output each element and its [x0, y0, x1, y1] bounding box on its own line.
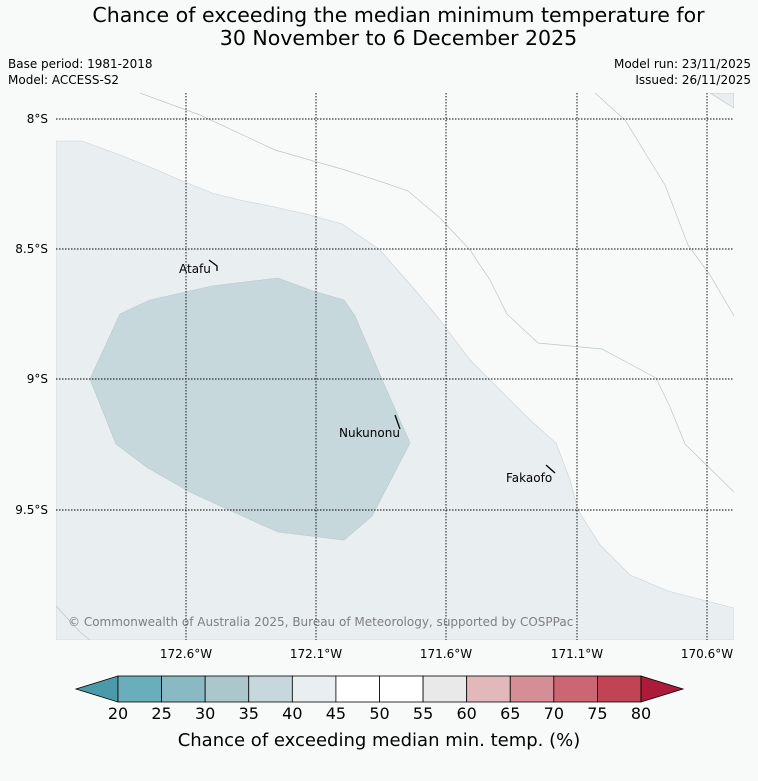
- lon-label-172-1: 172.1°W: [290, 647, 342, 661]
- atoll-nukunonu-shape: [394, 414, 401, 430]
- info-left: Base period: 1981-2018 Model: ACCESS-S2: [8, 56, 153, 88]
- lat-label-8-5: 8.5°S: [15, 242, 48, 256]
- colorbar-tick-label: 25: [151, 704, 172, 723]
- colorbar-tick-label: 75: [587, 704, 608, 723]
- colorbar-tick-label: 50: [369, 704, 390, 723]
- colorbar-segment: [597, 675, 642, 703]
- gridlines: [56, 93, 734, 640]
- lon-label-171-1: 171.1°W: [551, 647, 603, 661]
- colorbar-segment: [117, 675, 162, 703]
- atoll-atafu-shape: [208, 259, 218, 271]
- probability-region-40-45: [56, 140, 734, 640]
- colorbar-segment: [335, 675, 380, 703]
- colorbar-segment: [161, 675, 206, 703]
- lat-label-8: 8°S: [27, 112, 48, 126]
- colorbar-segment: [553, 675, 598, 703]
- info-right: Model run: 23/11/2025 Issued: 26/11/2025: [614, 56, 751, 88]
- colorbar-segment: [466, 675, 511, 703]
- chart-title: Chance of exceeding the median minimum t…: [0, 4, 758, 50]
- lat-label-9-5: 9.5°S: [15, 503, 48, 517]
- colorbar-tick-labels: 20 25 30 35 40 45 50 55 60 65 70 75 80: [0, 704, 758, 726]
- title-line-1: Chance of exceeding the median minimum t…: [92, 3, 705, 27]
- colorbar-segment: [204, 675, 250, 703]
- colorbar-label: Chance of exceeding median min. temp. (%…: [177, 730, 581, 751]
- colorbar-tick-label: 20: [107, 704, 129, 723]
- probability-region-35-40: [89, 277, 411, 541]
- colorbar-under-arrow: [74, 675, 119, 703]
- place-label-atafu: Atafu: [179, 262, 211, 276]
- contour-line-2: [594, 93, 734, 317]
- lon-label-172-6: 172.6°W: [160, 647, 212, 661]
- contour-line-1: [139, 93, 734, 493]
- colorbar: [74, 675, 685, 703]
- colorbar-over-arrow: [640, 675, 685, 703]
- issued-text: Issued: 26/11/2025: [635, 73, 751, 87]
- colorbar-tick-label: 60: [456, 704, 477, 723]
- colorbar-tick-label: 80: [630, 704, 652, 723]
- colorbar-tick-label: 70: [543, 704, 564, 723]
- colorbar-tick-label: 65: [500, 704, 521, 723]
- lon-label-170-6: 170.6°W: [681, 647, 733, 661]
- colorbar-segment: [379, 675, 424, 703]
- contour-line-4: [56, 605, 91, 640]
- lon-label-171-6: 171.6°W: [420, 647, 472, 661]
- lat-label-9: 9°S: [27, 372, 48, 386]
- colorbar-segment: [248, 675, 293, 703]
- model-run-text: Model run: 23/11/2025: [613, 57, 751, 71]
- base-period-text: Base period: 1981-2018: [8, 57, 153, 71]
- colorbar-tick-label: 55: [412, 704, 434, 723]
- contour-line-3: [709, 93, 734, 109]
- colorbar-segment: [509, 675, 555, 703]
- colorbar-tick-label: 30: [194, 704, 216, 723]
- place-label-fakaofo: Fakaofo: [506, 471, 552, 485]
- atoll-fakaofo-shape: [545, 464, 556, 474]
- place-label-nukunonu: Nukunonu: [339, 426, 400, 440]
- colorbar-segment: [291, 675, 337, 703]
- colorbar-tick-label: 40: [282, 704, 303, 723]
- copyright-text: © Commonwealth of Australia 2025, Bureau…: [68, 615, 573, 629]
- colorbar-segment: [422, 675, 468, 703]
- title-line-2: 30 November to 6 December 2025: [219, 26, 578, 50]
- colorbar-tick-label: 35: [238, 704, 259, 723]
- model-text: Model: ACCESS-S2: [8, 73, 120, 87]
- colorbar-tick-label: 45: [325, 704, 347, 723]
